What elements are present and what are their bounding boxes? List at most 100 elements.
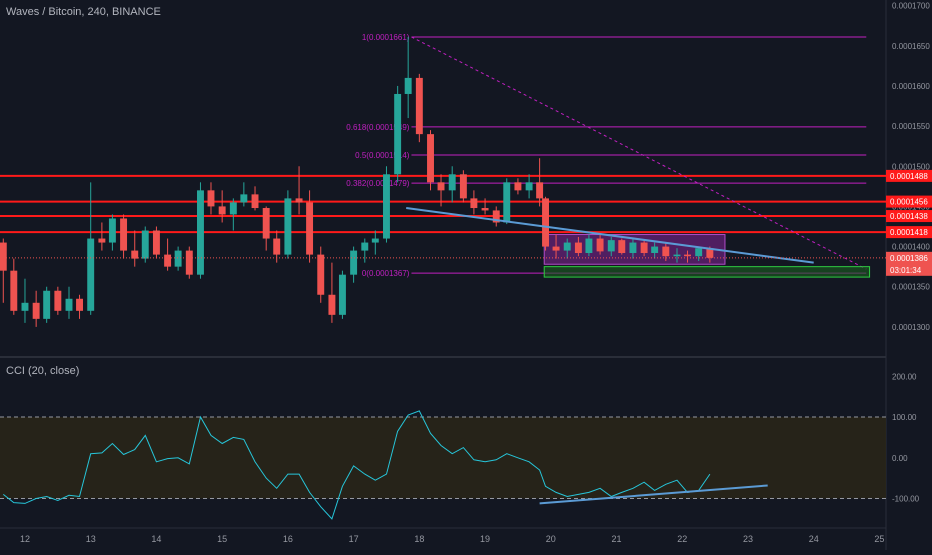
- candle-body[interactable]: [229, 202, 237, 215]
- candle-body[interactable]: [503, 182, 511, 223]
- candle-body[interactable]: [470, 198, 478, 209]
- candle-body[interactable]: [350, 250, 358, 275]
- candle-body[interactable]: [640, 242, 648, 253]
- price-tick-label: 0.0001550: [892, 122, 930, 131]
- candle-body[interactable]: [514, 182, 522, 191]
- candle-body[interactable]: [706, 248, 714, 258]
- time-tick-label: 18: [414, 534, 424, 544]
- resistance-price-label: 0.0001438: [890, 212, 928, 221]
- candle-body[interactable]: [695, 248, 703, 257]
- candle-body[interactable]: [607, 240, 615, 252]
- candle-body[interactable]: [361, 242, 369, 251]
- candle-body[interactable]: [65, 298, 73, 311]
- time-tick-label: 24: [809, 534, 819, 544]
- cci-tick-label: -100.00: [892, 495, 920, 504]
- support-box[interactable]: [543, 266, 871, 278]
- resistance-price-tag: [886, 169, 932, 182]
- cci-trendline[interactable]: [539, 484, 768, 505]
- candle-body[interactable]: [152, 230, 160, 255]
- candle-body[interactable]: [651, 246, 659, 253]
- price-tick-label: 0.0001500: [892, 162, 930, 171]
- time-tick-label: 19: [480, 534, 490, 544]
- candle-body[interactable]: [673, 254, 681, 257]
- candle-body[interactable]: [262, 208, 270, 239]
- candle-body[interactable]: [284, 198, 292, 255]
- time-tick-label: 15: [217, 534, 227, 544]
- descending-trendline[interactable]: [406, 207, 814, 264]
- candle-body[interactable]: [459, 174, 467, 199]
- candle-body[interactable]: [563, 242, 571, 251]
- candle-body[interactable]: [120, 218, 128, 251]
- candle-body[interactable]: [21, 302, 29, 311]
- current-price-tag: [886, 251, 932, 276]
- resistance-price-label: 0.0001456: [890, 198, 928, 207]
- candle-body[interactable]: [552, 246, 560, 251]
- candle-body[interactable]: [525, 182, 533, 191]
- candle-body[interactable]: [448, 174, 456, 191]
- candle-body[interactable]: [427, 134, 434, 183]
- time-tick-label: 23: [743, 534, 753, 544]
- price-tick-label: 0.0001650: [892, 42, 930, 51]
- candle-body[interactable]: [415, 77, 423, 135]
- cci-tick-label: 100.00: [892, 413, 917, 422]
- time-tick-label: 17: [349, 534, 359, 544]
- price-tick-label: 0.0001700: [892, 2, 930, 11]
- candle-body[interactable]: [131, 250, 139, 259]
- cci-tick-label: 0.00: [892, 454, 908, 463]
- candle-body[interactable]: [185, 250, 193, 275]
- candle-body[interactable]: [141, 230, 149, 259]
- candle-body[interactable]: [87, 238, 95, 311]
- candle-body[interactable]: [371, 238, 379, 243]
- price-tick-label: 0.0001600: [892, 82, 930, 91]
- candle-body[interactable]: [437, 182, 445, 191]
- candle-body[interactable]: [197, 190, 204, 275]
- time-tick-label: 25: [874, 534, 884, 544]
- time-tick-label: 22: [677, 534, 687, 544]
- candle-body[interactable]: [596, 238, 604, 252]
- candle-body[interactable]: [218, 206, 226, 215]
- fib-level-label: 1(0.0001661): [362, 33, 410, 42]
- candle-body[interactable]: [0, 242, 7, 271]
- candle-body[interactable]: [481, 208, 489, 211]
- candle-body[interactable]: [273, 238, 281, 255]
- resistance-price-tag: [886, 210, 932, 223]
- candle-body[interactable]: [492, 210, 500, 223]
- candle-body[interactable]: [394, 93, 402, 175]
- candle-body[interactable]: [207, 190, 215, 207]
- price-tick-label: 0.0001350: [892, 283, 930, 292]
- candle-body[interactable]: [76, 298, 83, 311]
- candle-body[interactable]: [240, 194, 248, 203]
- candle-body[interactable]: [328, 294, 336, 315]
- candle-body[interactable]: [295, 198, 303, 203]
- candle-body[interactable]: [542, 198, 549, 247]
- candle-body[interactable]: [317, 254, 325, 295]
- time-tick-label: 12: [20, 534, 30, 544]
- candle-body[interactable]: [43, 290, 51, 319]
- candle-body[interactable]: [54, 290, 62, 311]
- candle-body[interactable]: [383, 174, 390, 239]
- candle-body[interactable]: [629, 242, 637, 253]
- resistance-price-tag: [886, 195, 932, 208]
- candle-body[interactable]: [536, 182, 544, 199]
- candle-body[interactable]: [174, 250, 182, 267]
- candle-body[interactable]: [108, 218, 116, 243]
- candle-body[interactable]: [32, 302, 40, 319]
- price-tick-label: 0.0001300: [892, 323, 930, 332]
- candle-body[interactable]: [662, 246, 670, 257]
- candle-body[interactable]: [574, 242, 582, 253]
- cci-line[interactable]: [2, 410, 711, 520]
- candle-body[interactable]: [585, 238, 593, 253]
- candle-body[interactable]: [164, 254, 172, 267]
- candle-body[interactable]: [684, 254, 691, 257]
- candle-body[interactable]: [10, 270, 18, 311]
- candle-body[interactable]: [251, 194, 259, 209]
- candle-body[interactable]: [98, 238, 106, 243]
- candle-body[interactable]: [338, 274, 346, 315]
- fib-level-label: 0.618(0.0001549): [346, 123, 410, 132]
- resistance-price-tag: [886, 226, 932, 239]
- candle-body[interactable]: [618, 240, 626, 253]
- candle-body[interactable]: [404, 77, 412, 94]
- candle-body[interactable]: [306, 202, 314, 255]
